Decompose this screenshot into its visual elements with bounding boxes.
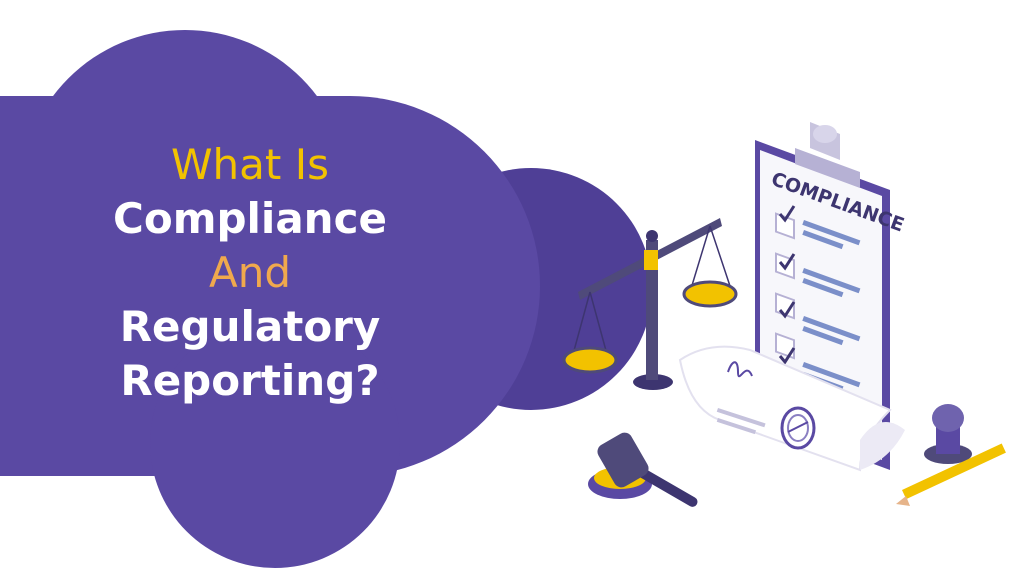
- title-line-and: And: [208, 248, 291, 297]
- title-line-compliance: Compliance: [113, 194, 387, 243]
- background-blob-bottom: [150, 318, 400, 568]
- gavel-icon: [588, 432, 698, 507]
- checkbox-icon: [775, 252, 861, 298]
- compliance-illustration: COMPLIANCE: [562, 122, 1006, 507]
- document-with-signature-icon: [678, 345, 905, 472]
- checkbox-icon: [775, 205, 861, 250]
- page-title: What Is Compliance And Regulatory Report…: [40, 138, 460, 408]
- title-line-regulatory: Regulatory: [119, 302, 381, 351]
- pencil-icon: [896, 443, 1006, 506]
- rubber-stamp-icon: [924, 404, 972, 464]
- checklist: [775, 205, 861, 392]
- checkbox-icon: [775, 292, 861, 346]
- seal-stamp-icon: [780, 406, 816, 450]
- title-line-what-is: What Is: [171, 140, 329, 189]
- title-line-reporting: Reporting?: [120, 356, 380, 405]
- scales-of-justice-icon: [562, 218, 738, 390]
